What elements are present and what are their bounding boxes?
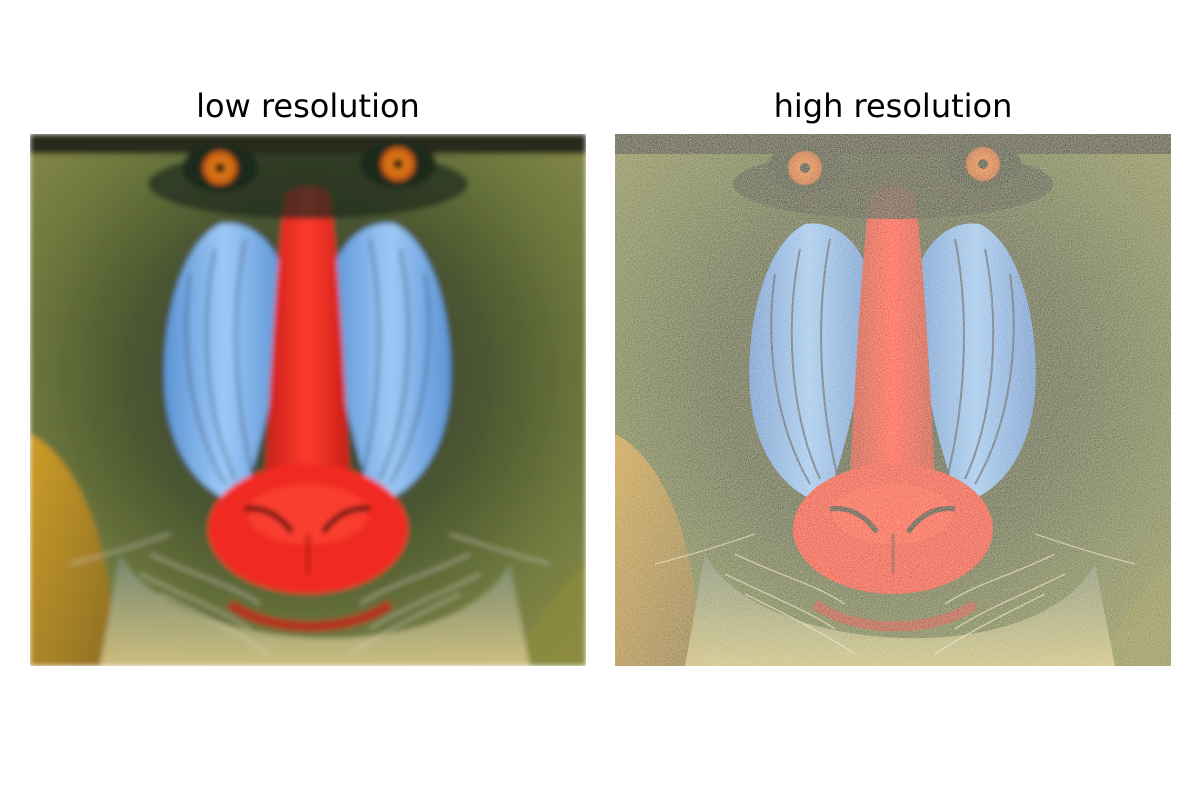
mandrill-photo-blurred xyxy=(30,134,586,666)
panel-title-high-resolution: high resolution xyxy=(773,87,1013,125)
panel-low-resolution: low resolution xyxy=(30,84,586,128)
high-resolution-image xyxy=(615,134,1171,666)
panel-high-resolution: high resolution xyxy=(615,84,1171,128)
panel-title-low-resolution: low resolution xyxy=(196,87,420,125)
mandrill-photo-sharp xyxy=(615,134,1171,666)
low-resolution-image xyxy=(30,134,586,666)
